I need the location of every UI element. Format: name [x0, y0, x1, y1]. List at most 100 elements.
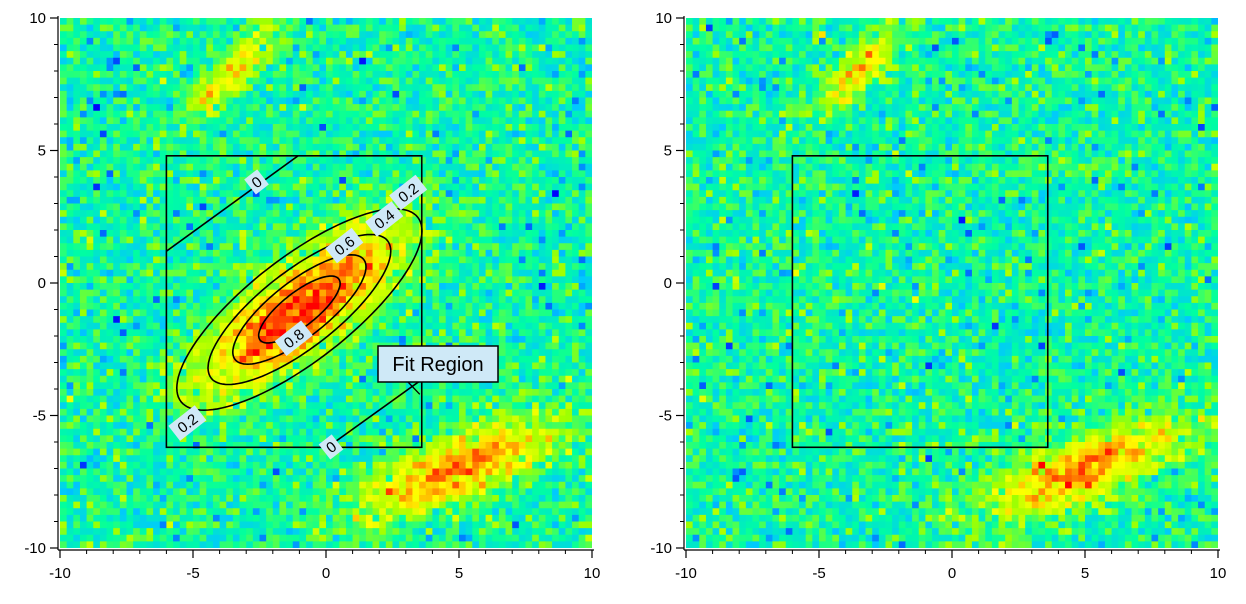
heatmap-cell [445, 329, 453, 337]
heatmap-cell [572, 37, 580, 45]
heatmap-cell [99, 263, 107, 271]
heatmap-cell [478, 157, 486, 165]
heatmap-cell [306, 137, 314, 145]
heatmap-cell [193, 336, 201, 344]
heatmap-cell [405, 37, 413, 45]
heatmap-cell [572, 263, 580, 271]
heatmap-cell [252, 163, 260, 171]
heatmap-cell [299, 183, 307, 191]
heatmap-cell [166, 90, 174, 98]
heatmap-cell [66, 44, 74, 52]
heatmap-cell [478, 336, 486, 344]
heatmap-cell [405, 44, 413, 52]
heatmap-cell [465, 170, 473, 178]
heatmap-cell [259, 408, 267, 416]
heatmap-cell [179, 329, 187, 337]
heatmap-cell [206, 117, 214, 125]
heatmap-cell [66, 210, 74, 218]
heatmap-cell [332, 216, 340, 224]
heatmap-cell [226, 203, 234, 211]
heatmap-cell [126, 316, 134, 324]
heatmap-cell [392, 309, 400, 317]
heatmap-cell [173, 349, 181, 357]
heatmap-cell [545, 163, 553, 171]
heatmap-cell [272, 243, 280, 251]
heatmap-cell [93, 402, 101, 410]
heatmap-cell [159, 84, 167, 92]
heatmap-cell [538, 37, 546, 45]
heatmap-cell [113, 336, 121, 344]
heatmap-cell [113, 316, 121, 324]
heatmap-cell [505, 342, 513, 350]
heatmap-cell [219, 369, 227, 377]
heatmap-cell [299, 422, 307, 430]
heatmap-cell [465, 64, 473, 72]
heatmap-cell [239, 355, 247, 363]
heatmap-cell [585, 137, 592, 145]
heatmap-cell [345, 37, 353, 45]
heatmap-cell [425, 395, 433, 403]
heatmap-cell [538, 316, 546, 324]
heatmap-cell [99, 203, 107, 211]
heatmap-cell [545, 395, 553, 403]
heatmap-cell [99, 97, 107, 105]
heatmap-cell [478, 415, 486, 423]
heatmap-cell [146, 71, 154, 79]
heatmap-cell [179, 130, 187, 138]
heatmap-cell [538, 415, 546, 423]
heatmap-cell [465, 18, 473, 26]
heatmap-cell [379, 110, 387, 118]
heatmap-cell [372, 402, 380, 410]
heatmap-cell [272, 276, 280, 284]
heatmap-cell [259, 302, 267, 310]
heatmap-cell [206, 137, 214, 145]
heatmap-cell [259, 143, 267, 151]
heatmap-cell [99, 336, 107, 344]
heatmap-cell [126, 137, 134, 145]
heatmap-cell [292, 316, 300, 324]
heatmap-cell [173, 163, 181, 171]
heatmap-cell [292, 196, 300, 204]
heatmap-cell [565, 408, 573, 416]
heatmap-cell [292, 223, 300, 231]
heatmap-cell [73, 355, 81, 363]
heatmap-cell [139, 249, 147, 257]
heatmap-cell [352, 302, 360, 310]
heatmap-cell [432, 389, 440, 397]
heatmap-cell [79, 90, 87, 98]
heatmap-cell [412, 269, 420, 277]
heatmap-cell [153, 362, 161, 370]
heatmap-cell [199, 349, 207, 357]
heatmap-cell [312, 130, 320, 138]
heatmap-cell [266, 216, 274, 224]
heatmap-cell [113, 97, 121, 105]
heatmap-cell [79, 177, 87, 185]
heatmap-cell [306, 177, 314, 185]
heatmap-cell [99, 342, 107, 350]
heatmap-cell [512, 296, 520, 304]
heatmap-cell [286, 150, 294, 158]
heatmap-cell [359, 143, 367, 151]
heatmap-cell [93, 256, 101, 264]
heatmap-cell [93, 369, 101, 377]
heatmap-cell [139, 210, 147, 218]
heatmap-cell [259, 203, 267, 211]
heatmap-cell [326, 296, 334, 304]
heatmap-cell [518, 150, 526, 158]
heatmap-cell [372, 296, 380, 304]
heatmap-cell [126, 349, 134, 357]
heatmap-cell [425, 163, 433, 171]
heatmap-cell [319, 203, 327, 211]
heatmap-cell [518, 302, 526, 310]
heatmap-cell [505, 44, 513, 52]
heatmap-cell [565, 64, 573, 72]
heatmap-cell [439, 422, 447, 430]
heatmap-cell [365, 375, 373, 383]
heatmap-cell [525, 316, 533, 324]
heatmap-cell [452, 249, 460, 257]
heatmap-cell [345, 24, 353, 32]
heatmap-cell [239, 210, 247, 218]
heatmap-cell [279, 130, 287, 138]
heatmap-cell [359, 402, 367, 410]
heatmap-cell [246, 389, 254, 397]
